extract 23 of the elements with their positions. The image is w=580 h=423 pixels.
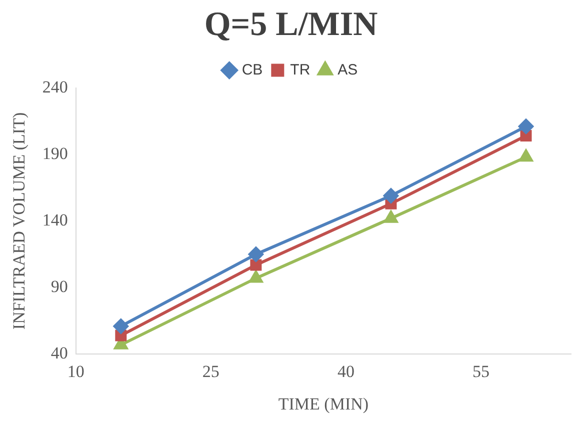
legend-label: TR	[290, 61, 310, 78]
point	[518, 118, 534, 134]
x-tick-label: 40	[337, 362, 354, 381]
y-tick-label: 40	[50, 344, 68, 363]
legend-label: CB	[242, 61, 263, 78]
point	[113, 318, 128, 334]
y-tick-label: 240	[42, 77, 68, 96]
x-tick-label: 10	[67, 362, 84, 381]
chart-title: Q=5 L/MIN	[204, 6, 378, 44]
point	[250, 259, 262, 271]
x-tick-label: 25	[202, 362, 220, 381]
legend-label: AS	[338, 61, 358, 78]
y-axis-title: INFILTRAED VOLUME (LIT)	[10, 112, 29, 330]
point	[384, 210, 398, 223]
y-tick-label: 140	[42, 210, 68, 230]
point	[519, 150, 533, 162]
point	[383, 188, 398, 204]
x-axis-title: TIME (MIN)	[278, 394, 369, 414]
y-tick-label: 90	[50, 277, 68, 296]
y-tick-label: 190	[42, 144, 68, 163]
point	[249, 270, 263, 283]
x-tick-label: 55	[472, 362, 490, 381]
point	[248, 246, 264, 262]
